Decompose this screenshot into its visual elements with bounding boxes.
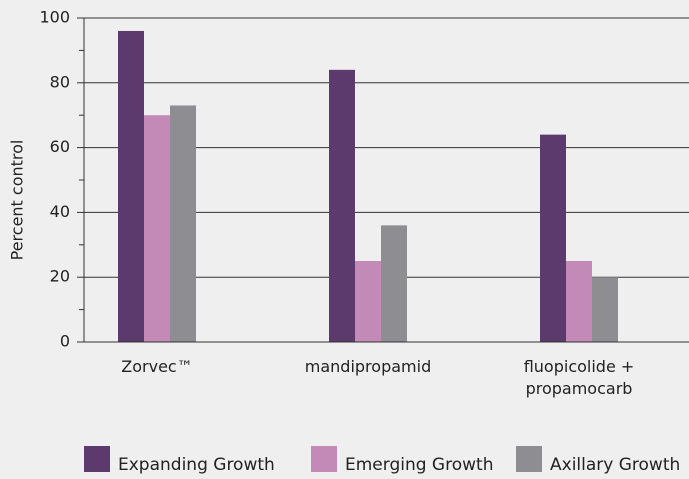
- x-tick-label: fluopicolide + propamocarb: [523, 357, 635, 398]
- bar: [329, 69, 355, 342]
- y-tick-label: 40: [50, 202, 70, 221]
- y-tick-label: 20: [50, 267, 70, 286]
- x-tick-label: mandipropamid: [304, 357, 432, 376]
- legend-label: Expanding Growth: [118, 455, 275, 475]
- bar: [355, 261, 381, 342]
- y-axis-label: Percent control: [8, 140, 27, 261]
- y-tick-label: 100: [39, 8, 70, 27]
- bar: [118, 30, 144, 343]
- y-tick-label: 80: [50, 72, 70, 91]
- y-tick-label: 0: [60, 332, 70, 351]
- bar: [592, 277, 618, 342]
- legend-swatch: [516, 446, 542, 472]
- legend-swatch: [311, 446, 337, 472]
- y-tick-label: 60: [50, 137, 70, 156]
- bar: [566, 261, 592, 342]
- legend-label: Axillary Growth: [550, 455, 680, 475]
- bar: [381, 225, 407, 342]
- bar: [170, 105, 196, 342]
- legend-label: Emerging Growth: [345, 455, 493, 475]
- bar: [540, 134, 566, 342]
- legend-swatch: [84, 446, 110, 472]
- x-tick-label: Zorvec™: [121, 357, 193, 376]
- bar: [144, 115, 170, 342]
